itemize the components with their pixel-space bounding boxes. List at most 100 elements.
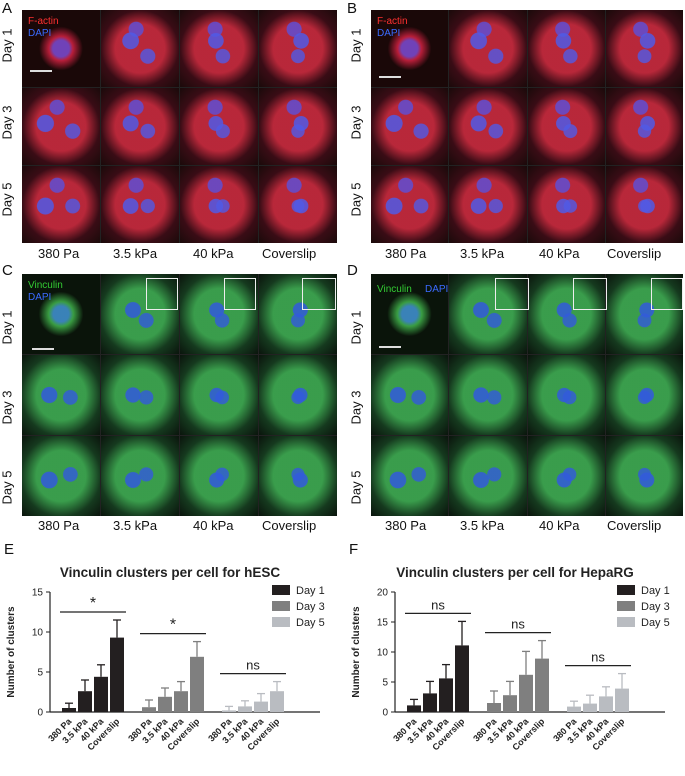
- micrograph-tile: [449, 274, 527, 354]
- micrograph-grid-b: [371, 10, 683, 243]
- stain-label-dapi-d: DAPI: [425, 284, 449, 295]
- col-label-coverslip-c: Coverslip: [262, 518, 317, 533]
- micrograph-grid-a: [22, 10, 337, 243]
- chart-title: Vinculin clusters per cell for HepaRG: [396, 565, 634, 580]
- micrograph-grid-c: [22, 274, 337, 516]
- bar-day3-1: [503, 695, 517, 712]
- legend-swatch: [272, 617, 290, 627]
- legend-swatch: [617, 601, 635, 611]
- micrograph-tile: [527, 166, 605, 243]
- panel-letter-f: F: [349, 541, 359, 558]
- micrograph-tile: [22, 166, 100, 243]
- bar-day1-2: [439, 678, 453, 712]
- stain-label-vinculin-c: Vinculin: [28, 280, 63, 291]
- panel-letter-e: E: [4, 541, 15, 558]
- micrograph-tile: [371, 10, 449, 87]
- micrograph-tile: [449, 166, 527, 243]
- significance-label: ns: [246, 658, 260, 673]
- bar-day3-2: [174, 691, 188, 712]
- bar-day5-3: [270, 691, 284, 712]
- micrograph-tile: [371, 355, 449, 435]
- col-label-35kpa-d: 3.5 kPa: [460, 518, 505, 533]
- micrograph-tile: [605, 88, 683, 165]
- micrograph-tile: [527, 88, 605, 165]
- col-label-380pa-d: 380 Pa: [385, 518, 427, 533]
- row-label-day1-d: Day 1: [348, 310, 364, 345]
- col-label-40kpa-a: 40 kPa: [193, 246, 234, 261]
- bar-day1-0: [407, 705, 421, 712]
- micrograph-tile: [449, 10, 527, 87]
- row-label-day5-c: Day 5: [0, 470, 15, 505]
- bar-day3-1: [158, 696, 172, 712]
- micrograph-tile: [371, 166, 449, 243]
- bar-day5-1: [238, 706, 252, 712]
- bar-day5-3: [615, 688, 629, 712]
- y-tick-label: 10: [377, 648, 389, 659]
- bar-day5-2: [599, 696, 613, 712]
- micrograph-tile: [527, 355, 605, 435]
- bar-day1-2: [94, 676, 108, 712]
- panel-e: E Vinculin clusters per cell for hESC Num…: [0, 535, 340, 771]
- micrograph-tile: [605, 355, 683, 435]
- panel-b: B F-actin DAPI Day 1 Day 3 Day 5 380 Pa …: [345, 0, 685, 265]
- micrograph-tile: [371, 436, 449, 516]
- panel-c: C Vinculin DAPI Day 1 Day 3 Day 5 380 Pa…: [0, 262, 340, 533]
- micrograph-tile: [605, 166, 683, 243]
- panel-letter-d: D: [347, 262, 358, 279]
- y-tick-label: 0: [382, 708, 388, 719]
- micrograph-tile: [101, 355, 179, 435]
- micrograph-tile: [371, 274, 449, 354]
- micrograph-tile: [22, 88, 100, 165]
- panel-letter-a: A: [2, 0, 13, 17]
- bar-day1-3: [455, 645, 469, 712]
- micrograph-tile: [180, 436, 258, 516]
- bar-day3-2: [519, 674, 533, 712]
- chart-title: Vinculin clusters per cell for hESC: [60, 565, 281, 580]
- micrograph-tile: [22, 436, 100, 516]
- panel-d: D Vinculin DAPI Day 1 Day 3 Day 5 380 Pa…: [345, 262, 685, 533]
- bar-day3-0: [142, 707, 156, 712]
- bar-day3-0: [487, 703, 501, 712]
- bar-chart-heparg: Vinculin clusters per cell for HepaRG Num…: [351, 565, 670, 752]
- micrograph-tile: [259, 166, 337, 243]
- significance-label: ns: [511, 617, 525, 632]
- col-label-380pa-c: 380 Pa: [38, 518, 80, 533]
- row-label-day1-a: Day 1: [0, 28, 15, 63]
- legend-label: Day 5: [641, 617, 670, 629]
- y-tick-label: 0: [37, 708, 43, 719]
- col-label-40kpa-c: 40 kPa: [193, 518, 234, 533]
- col-label-40kpa-d: 40 kPa: [539, 518, 580, 533]
- micrograph-grid-d: [371, 274, 683, 516]
- row-label-day5-b: Day 5: [348, 182, 364, 217]
- micrograph-tile: [259, 355, 337, 435]
- stain-label-factin-b: F-actin: [377, 16, 408, 27]
- scale-bar-a: [30, 70, 52, 72]
- row-label-day3-b: Day 3: [348, 105, 364, 140]
- row-label-day5-d: Day 5: [348, 470, 364, 505]
- micrograph-tile: [101, 166, 179, 243]
- panel-letter-b: B: [347, 0, 358, 17]
- significance-label: ns: [431, 597, 445, 612]
- micrograph-tile: [180, 166, 258, 243]
- row-label-day3-a: Day 3: [0, 105, 15, 140]
- micrograph-tile: [371, 88, 449, 165]
- legend-swatch: [617, 617, 635, 627]
- micrograph-tile: [605, 10, 683, 87]
- y-tick-label: 15: [32, 588, 44, 599]
- bar-day5-2: [254, 701, 268, 712]
- legend-label: Day 1: [641, 585, 670, 597]
- micrograph-tile: [101, 274, 179, 354]
- panel-f: F Vinculin clusters per cell for HepaRG N…: [345, 535, 685, 771]
- y-tick-label: 5: [37, 668, 43, 679]
- y-axis-label: Number of clusters: [6, 606, 17, 698]
- micrograph-tile: [605, 436, 683, 516]
- col-label-coverslip-d: Coverslip: [607, 518, 662, 533]
- y-tick-label: 5: [382, 678, 388, 689]
- micrograph-tile: [180, 355, 258, 435]
- panel-letter-c: C: [2, 262, 13, 279]
- row-label-day1-c: Day 1: [0, 310, 15, 345]
- micrograph-tile: [259, 436, 337, 516]
- row-label-day5-a: Day 5: [0, 182, 15, 217]
- col-label-coverslip-b: Coverslip: [607, 246, 662, 261]
- micrograph-tile: [527, 274, 605, 354]
